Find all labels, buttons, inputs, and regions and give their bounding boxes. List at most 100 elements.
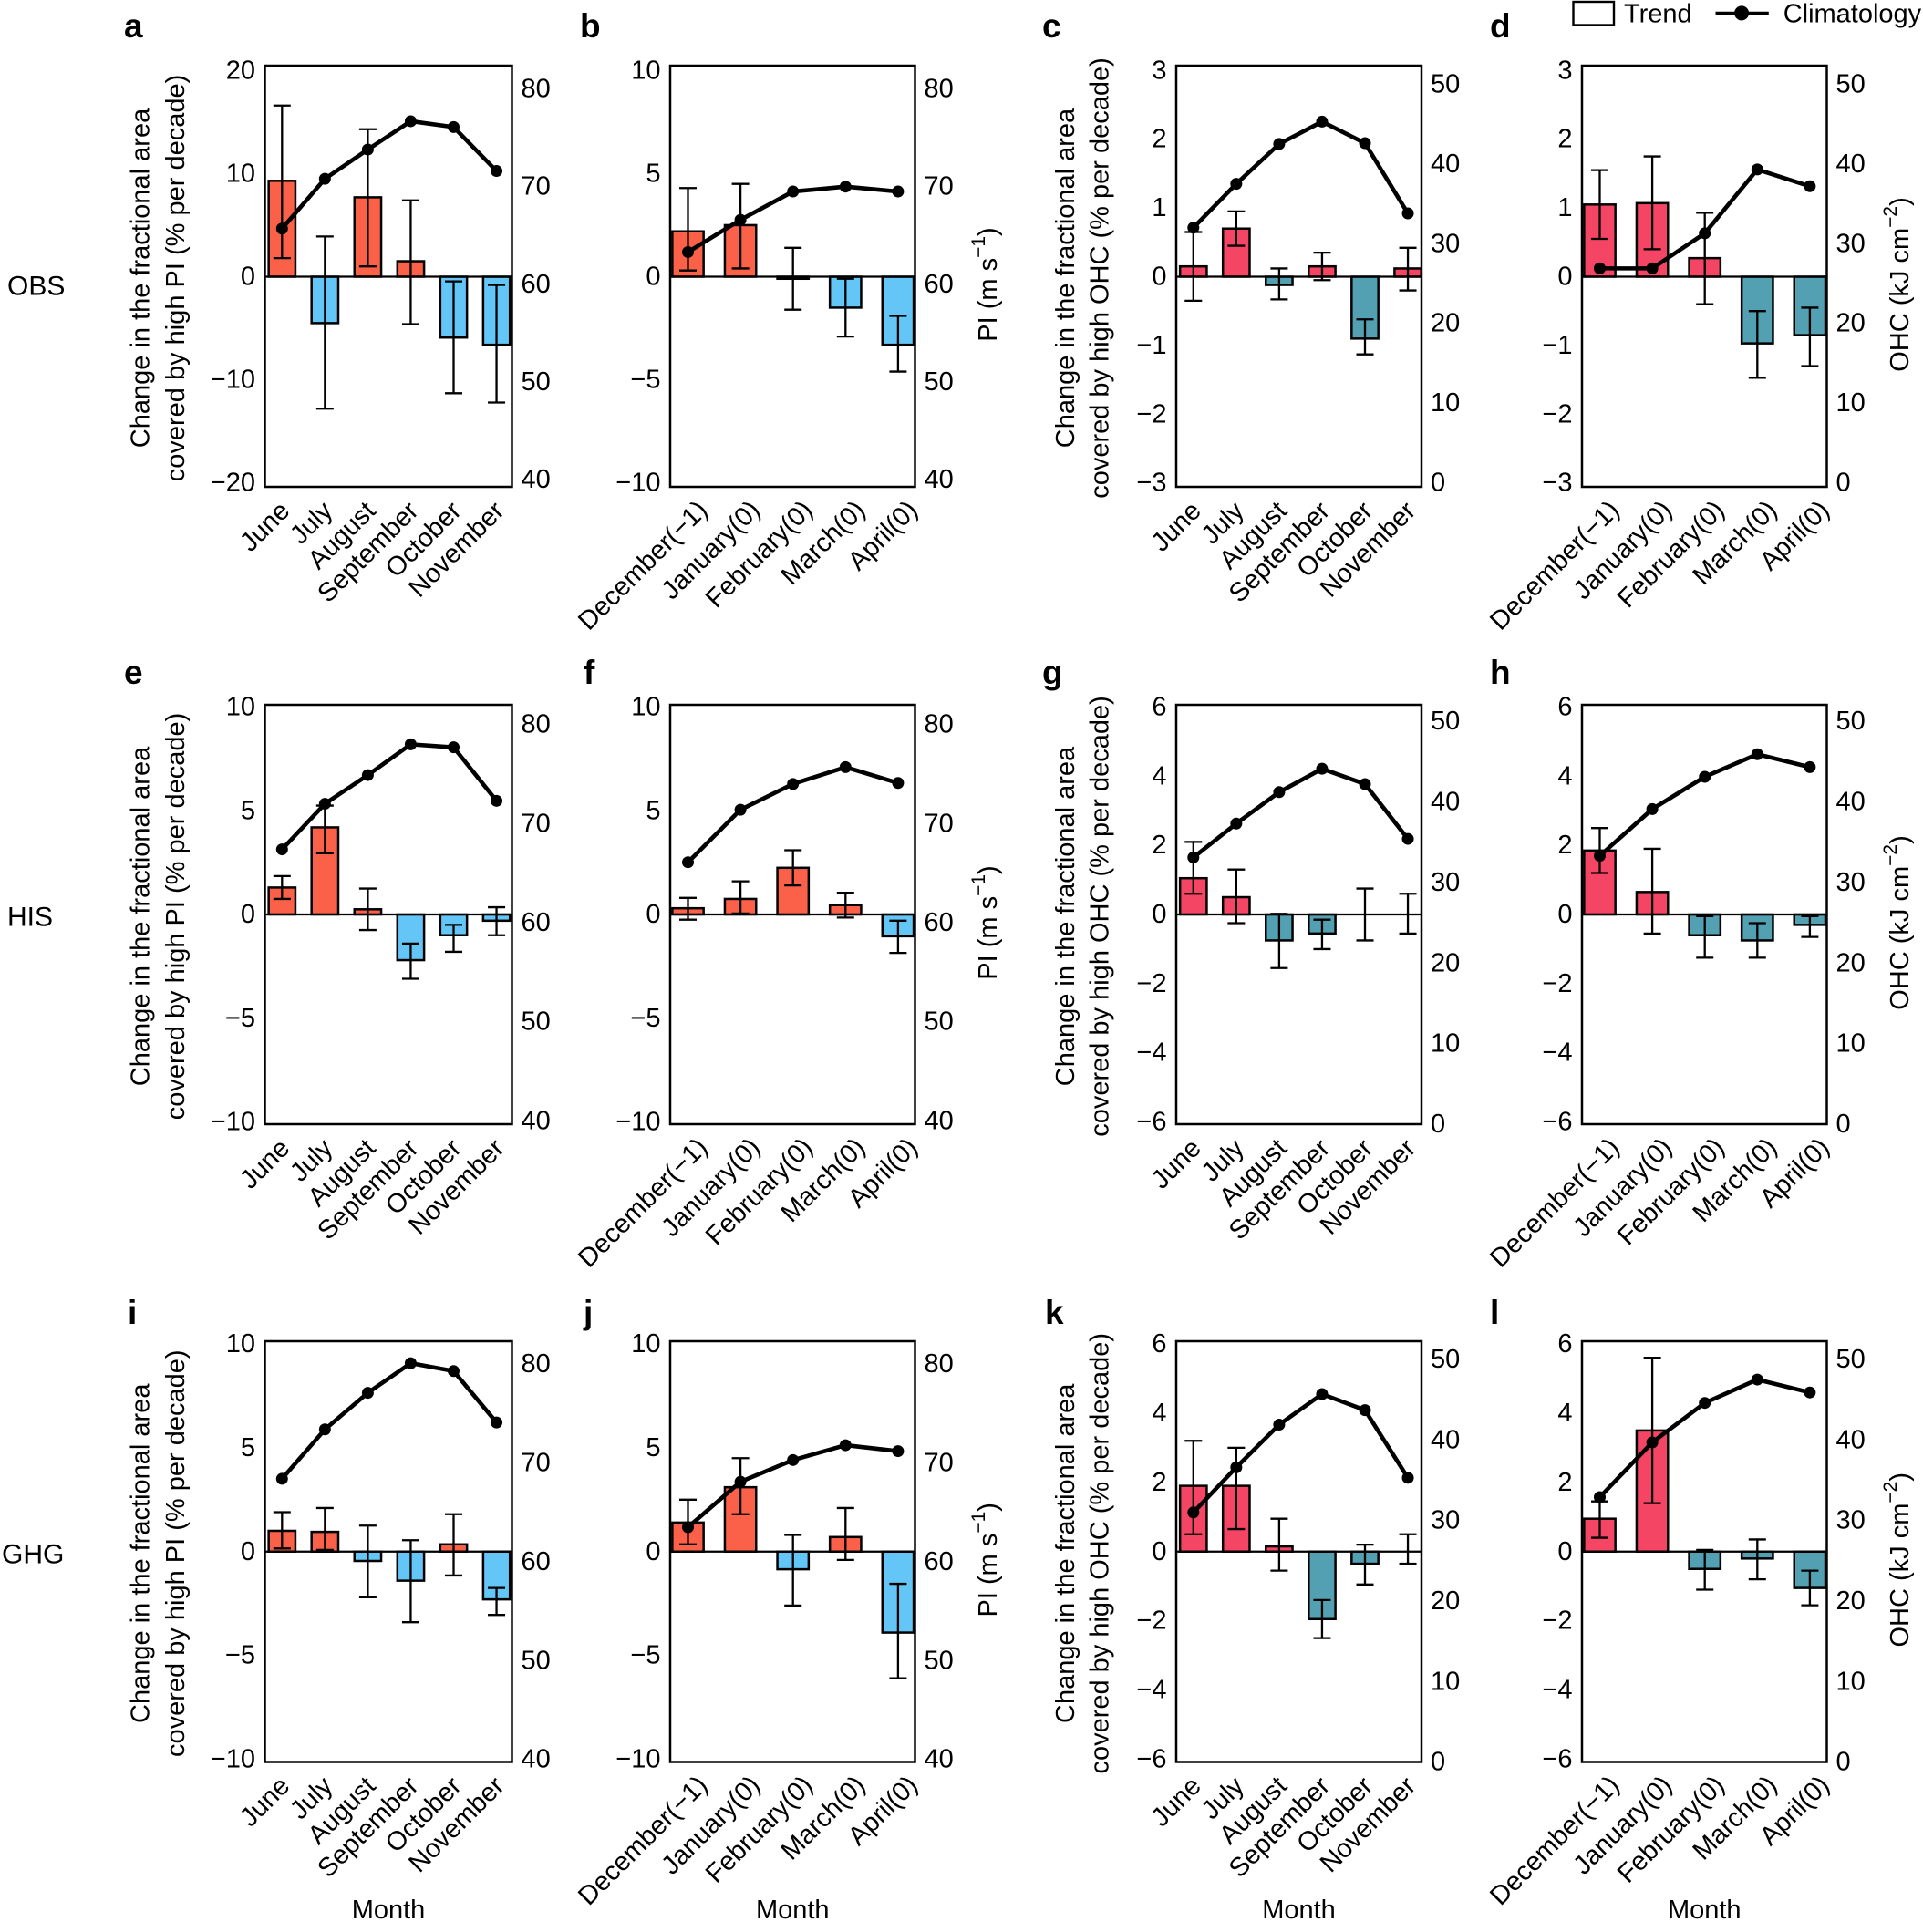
svg-text:20: 20 — [1431, 1586, 1460, 1616]
svg-text:l: l — [1490, 1294, 1499, 1331]
svg-text:0: 0 — [646, 1537, 660, 1566]
svg-text:30: 30 — [1431, 1506, 1460, 1535]
svg-text:h: h — [1490, 654, 1511, 691]
svg-text:10: 10 — [1431, 1029, 1460, 1059]
svg-text:j: j — [583, 1294, 593, 1331]
svg-text:20: 20 — [1836, 309, 1866, 338]
svg-text:80: 80 — [522, 1349, 551, 1379]
svg-text:70: 70 — [522, 172, 551, 201]
svg-text:6: 6 — [1557, 693, 1572, 722]
svg-text:60: 60 — [522, 908, 551, 937]
svg-text:50: 50 — [1431, 69, 1460, 98]
svg-text:−10: −10 — [615, 1108, 660, 1137]
svg-text:Month: Month — [1668, 1896, 1742, 1925]
svg-text:−5: −5 — [225, 1641, 255, 1670]
svg-text:d: d — [1490, 7, 1511, 45]
svg-text:20: 20 — [1431, 948, 1460, 977]
svg-text:40: 40 — [925, 1106, 954, 1135]
svg-text:50: 50 — [522, 1007, 551, 1037]
svg-text:−5: −5 — [630, 1641, 660, 1670]
svg-text:70: 70 — [925, 809, 954, 838]
svg-text:40: 40 — [1431, 1425, 1460, 1454]
svg-text:−10: −10 — [211, 366, 255, 395]
svg-text:Change in the fractional area: Change in the fractional area — [127, 1383, 156, 1723]
svg-text:70: 70 — [522, 809, 551, 838]
svg-text:50: 50 — [1836, 707, 1866, 736]
svg-text:80: 80 — [925, 1349, 954, 1379]
svg-text:50: 50 — [522, 367, 551, 397]
svg-text:10: 10 — [226, 1329, 255, 1359]
svg-text:−4: −4 — [1136, 1676, 1166, 1705]
svg-text:covered by high OHC (% per dec: covered by high OHC (% per decade) — [1085, 57, 1114, 499]
svg-text:−3: −3 — [1136, 469, 1166, 498]
svg-text:Climatology: Climatology — [1783, 0, 1922, 29]
svg-text:40: 40 — [1836, 1425, 1866, 1454]
svg-text:−5: −5 — [630, 366, 660, 395]
svg-text:5: 5 — [646, 1433, 660, 1462]
svg-text:−2: −2 — [1542, 399, 1572, 429]
svg-text:OHC (kJ cm−2): OHC (kJ cm−2) — [1880, 835, 1916, 1010]
svg-text:60: 60 — [925, 270, 954, 299]
svg-text:70: 70 — [925, 1449, 954, 1478]
svg-text:10: 10 — [226, 159, 255, 188]
svg-text:−4: −4 — [1136, 1038, 1166, 1068]
svg-text:80: 80 — [522, 75, 551, 104]
svg-text:30: 30 — [1431, 868, 1460, 897]
svg-text:30: 30 — [1431, 229, 1460, 258]
svg-text:−20: −20 — [211, 469, 255, 498]
svg-text:0: 0 — [1431, 1748, 1445, 1777]
svg-text:20: 20 — [1836, 1586, 1866, 1616]
svg-text:0: 0 — [241, 900, 255, 929]
svg-text:−1: −1 — [1136, 331, 1166, 360]
svg-text:20: 20 — [1431, 309, 1460, 338]
svg-text:5: 5 — [241, 796, 255, 825]
svg-text:40: 40 — [1431, 787, 1460, 816]
svg-text:2: 2 — [1152, 1468, 1166, 1497]
svg-text:Change in the fractional area: Change in the fractional area — [1051, 746, 1080, 1086]
svg-text:−6: −6 — [1542, 1745, 1572, 1774]
svg-text:10: 10 — [1431, 1667, 1460, 1696]
svg-text:a: a — [124, 7, 143, 45]
svg-text:Change in the fractional area: Change in the fractional area — [1051, 1383, 1080, 1723]
svg-text:covered by high OHC (% per dec: covered by high OHC (% per decade) — [1085, 1333, 1114, 1774]
svg-text:5: 5 — [646, 796, 660, 825]
svg-text:80: 80 — [925, 75, 954, 104]
svg-text:Change in the fractional area: Change in the fractional area — [127, 108, 156, 448]
svg-text:−5: −5 — [225, 1004, 255, 1033]
svg-text:10: 10 — [1836, 1667, 1866, 1696]
svg-text:i: i — [128, 1294, 137, 1331]
svg-text:4: 4 — [1152, 761, 1166, 790]
svg-text:GHG: GHG — [2, 1540, 64, 1570]
svg-text:0: 0 — [1431, 469, 1445, 498]
svg-text:−2: −2 — [1136, 399, 1166, 429]
svg-text:60: 60 — [522, 270, 551, 299]
svg-text:f: f — [584, 654, 595, 691]
svg-text:80: 80 — [522, 710, 551, 739]
svg-text:60: 60 — [925, 908, 954, 937]
svg-text:Month: Month — [756, 1896, 830, 1925]
svg-text:10: 10 — [631, 56, 660, 85]
svg-text:−6: −6 — [1542, 1108, 1572, 1137]
svg-text:4: 4 — [1152, 1399, 1166, 1428]
svg-text:3: 3 — [1152, 56, 1166, 85]
svg-text:Trend: Trend — [1624, 0, 1692, 29]
svg-text:covered by high PI (% per deca: covered by high PI (% per decade) — [161, 713, 191, 1121]
svg-text:60: 60 — [925, 1547, 954, 1576]
svg-text:30: 30 — [1836, 868, 1866, 897]
svg-text:40: 40 — [1836, 787, 1866, 816]
svg-text:Change in the fractional area: Change in the fractional area — [127, 746, 156, 1086]
svg-text:70: 70 — [925, 172, 954, 201]
svg-text:50: 50 — [925, 1007, 954, 1037]
svg-text:2: 2 — [1557, 831, 1572, 860]
svg-text:30: 30 — [1836, 1506, 1866, 1535]
svg-text:b: b — [580, 7, 601, 45]
svg-text:20: 20 — [1836, 948, 1866, 977]
svg-text:covered by high PI (% per deca: covered by high PI (% per decade) — [161, 1349, 191, 1757]
svg-text:40: 40 — [1836, 150, 1866, 179]
svg-text:HIS: HIS — [7, 903, 53, 933]
svg-text:5: 5 — [646, 159, 660, 188]
svg-text:0: 0 — [1557, 1537, 1572, 1566]
svg-text:0: 0 — [1152, 263, 1166, 292]
svg-text:0: 0 — [1836, 1748, 1851, 1777]
svg-text:0: 0 — [646, 900, 660, 929]
